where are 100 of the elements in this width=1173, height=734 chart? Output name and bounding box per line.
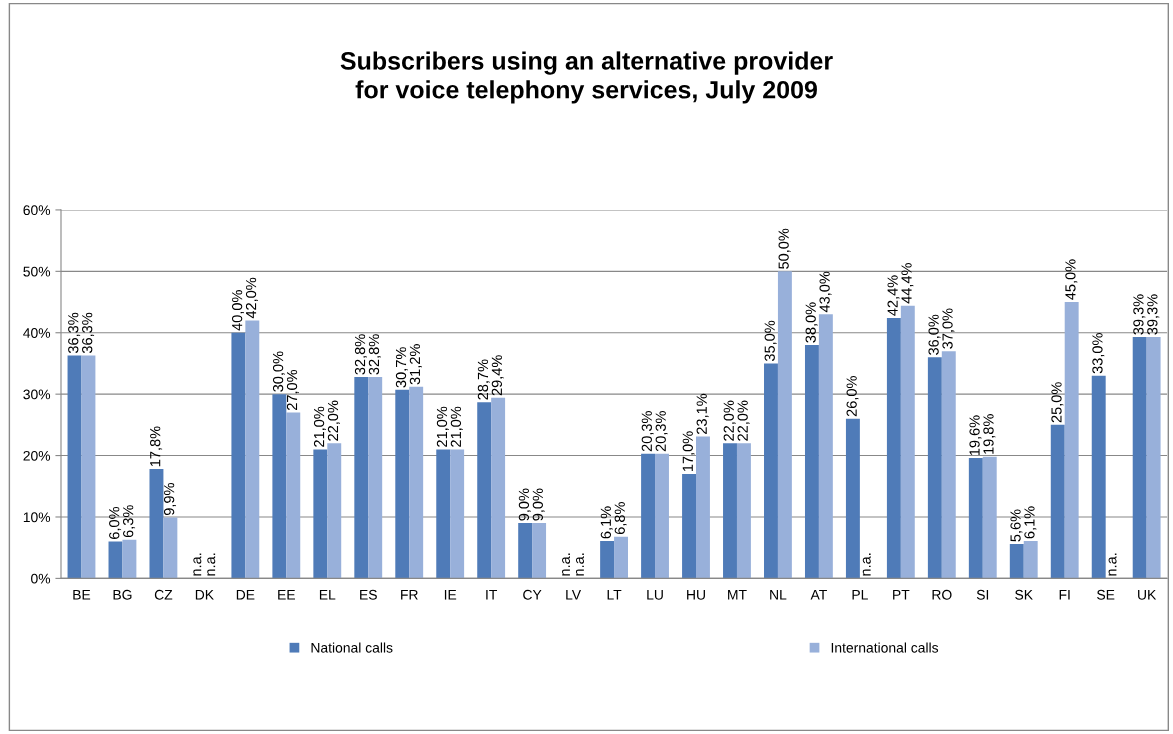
data-label: 22,0% [327,400,340,441]
y-tick-label: 30% [23,389,51,400]
bar [600,540,615,579]
x-tick-label: FR [401,590,418,600]
data-label: 6,0% [109,506,122,539]
x-tick-label: DK [195,590,214,600]
bar [764,363,778,579]
legend-label: National calls [311,642,393,653]
data-label: 22,0% [737,400,750,441]
data-label: 17,8% [150,426,163,467]
bar [245,320,260,579]
bar [1064,302,1079,579]
data-label: 42,4% [887,275,900,316]
bar [736,443,751,579]
x-tick-label: LT [607,590,622,600]
x-tick-label: IE [444,590,457,600]
x-tick-label: RO [932,589,952,600]
y-tick-label: 50% [23,266,51,277]
data-label: 36,3% [68,312,81,354]
x-tick-label: LV [566,590,582,600]
x-tick-label: SK [1015,589,1033,600]
y-tick-label: 20% [23,450,51,461]
text: n.a. [562,553,571,576]
data-label: 9,0% [532,488,545,521]
bar [968,458,983,579]
x-tick-label: PL [852,590,868,600]
data-label: 39,3% [1147,294,1160,335]
bar [927,357,942,579]
data-label: 6,1% [1024,506,1037,539]
text: n.a. [207,553,216,576]
x-tick-label: CY [523,589,542,600]
x-tick-label: PT [893,590,910,600]
y-tick-label: 40% [23,328,51,338]
chart-title: Subscribers using an alternative provider for voice telephony services, July 2009 [340,51,833,104]
y-tick-label: 10% [23,512,51,523]
x-tick-label: IT [486,590,498,600]
bar [818,314,833,579]
x-tick-label: UK [1138,590,1157,600]
data-label: 6,1% [600,506,613,539]
text: n.a. [862,553,871,576]
data-label: 31,2% [409,344,422,385]
bar [122,539,137,579]
data-label: 6,3% [123,505,136,538]
data-label: 17,0% [682,431,695,472]
bar [149,469,164,579]
bar [395,389,410,579]
x-tick-label: DE [236,590,255,600]
data-label: 19,8% [983,414,996,454]
data-label: 42,0% [245,277,258,319]
x-tick-label: BG [113,589,132,600]
bar [641,453,656,579]
data-label: 29,4% [491,355,504,396]
bar [614,536,628,579]
data-label: 45,0% [1065,259,1078,300]
bar [886,318,901,579]
data-label: 44,4% [901,263,914,304]
x-tick-label: SE [1097,589,1115,600]
data-label: 21,0% [313,406,326,447]
y-tick-label: 60% [23,205,51,216]
data-label: 20,3% [641,411,654,452]
bar [491,397,506,579]
x-tick-label: CZ [154,589,173,600]
x-tick-label: ES [360,589,377,600]
bar [108,541,123,579]
bar [777,271,792,579]
bar [1132,337,1147,579]
data-label: 40,0% [231,290,245,331]
y-tick-label: 0% [31,573,51,584]
bar [313,449,328,579]
x-tick-label: NL [770,590,787,600]
bar [1023,540,1038,579]
data-label: 21,0% [436,406,449,447]
bar [477,402,492,579]
data-label: 37,0% [942,308,955,349]
data-label: 32,8% [354,334,367,375]
bar [982,456,997,579]
bar [354,376,369,579]
bar [409,386,424,579]
bar [696,436,710,579]
data-label: 25,0% [1051,382,1064,423]
data-label: 43,0% [819,271,832,313]
data-label: 30,7% [395,347,408,388]
x-tick-label: HU [687,590,705,600]
data-label: 32,8% [368,334,381,375]
bar [845,418,860,579]
x-tick-label: AT [810,590,827,600]
x-tick-label: MT [728,590,747,600]
bar [286,412,301,579]
data-label: 26,0% [846,376,859,417]
data-label: 36,0% [928,314,941,355]
data-label: 9,0% [518,488,531,521]
bar [1146,337,1161,579]
bar [682,473,696,579]
legend-label: International calls [831,642,939,653]
x-tick-label: EE [278,590,295,600]
data-label: 22,0% [723,400,736,441]
data-label: 5,6% [1010,509,1023,542]
bar [327,443,342,579]
bar [368,376,383,579]
data-label: 20,3% [655,411,668,452]
